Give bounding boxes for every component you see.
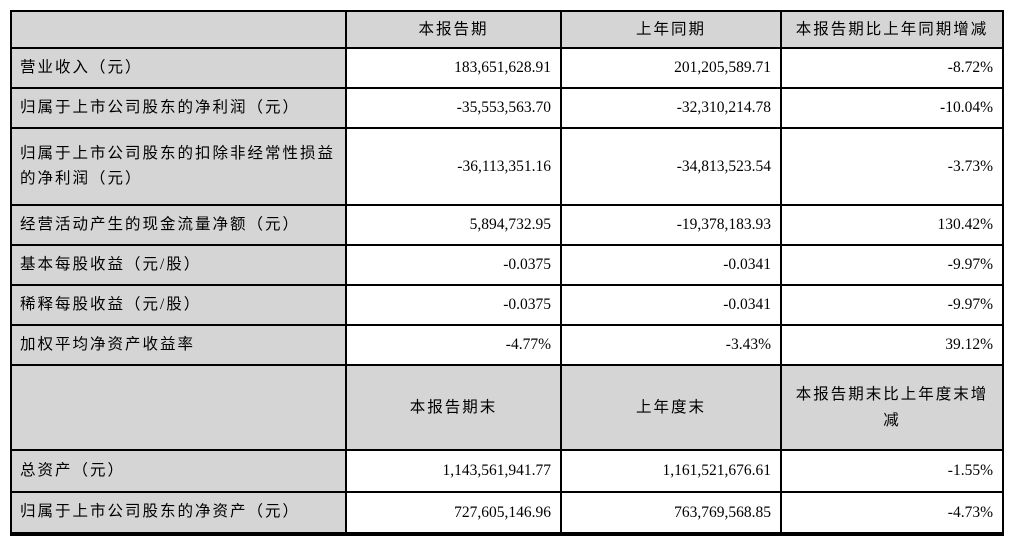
value-current: 183,651,628.91 xyxy=(345,47,562,89)
value-change: -1.55% xyxy=(780,449,1004,493)
table-row: 归属于上市公司股东的净资产（元） 727,605,146.96 763,769,… xyxy=(10,491,1004,535)
header-current-period: 本报告期 xyxy=(345,10,562,49)
value-change: -9.97% xyxy=(780,284,1004,326)
value-prior: 201,205,589.71 xyxy=(560,47,782,89)
value-change: -4.73% xyxy=(780,491,1004,535)
table-row: 归属于上市公司股东的扣除非经常性损益的净利润（元） -36,113,351.16… xyxy=(10,127,1004,206)
value-current: 5,894,732.95 xyxy=(345,204,562,246)
row-label: 加权平均净资产收益率 xyxy=(10,324,347,366)
value-prior: 1,161,521,676.61 xyxy=(560,449,782,493)
value-prior: 763,769,568.85 xyxy=(560,491,782,535)
value-current: -0.0375 xyxy=(345,284,562,326)
value-current: -35,553,563.70 xyxy=(345,87,562,129)
table-row: 归属于上市公司股东的净利润（元） -35,553,563.70 -32,310,… xyxy=(10,87,1004,129)
table-row: 基本每股收益（元/股） -0.0375 -0.0341 -9.97% xyxy=(10,244,1004,286)
value-prior: -0.0341 xyxy=(560,284,782,326)
value-change: -3.73% xyxy=(780,127,1004,206)
financial-summary-table: 本报告期 上年同期 本报告期比上年同期增减 营业收入（元） 183,651,62… xyxy=(10,10,1004,536)
header-prior-period: 上年同期 xyxy=(560,10,782,49)
value-change: -9.97% xyxy=(780,244,1004,286)
table-row: 稀释每股收益（元/股） -0.0375 -0.0341 -9.97% xyxy=(10,284,1004,326)
table-row: 经营活动产生的现金流量净额（元） 5,894,732.95 -19,378,18… xyxy=(10,204,1004,246)
value-current: -0.0375 xyxy=(345,244,562,286)
row-label: 归属于上市公司股东的净资产（元） xyxy=(10,491,347,535)
table-row: 营业收入（元） 183,651,628.91 201,205,589.71 -8… xyxy=(10,47,1004,89)
value-prior: -0.0341 xyxy=(560,244,782,286)
value-current: -4.77% xyxy=(345,324,562,366)
corner-cell xyxy=(10,10,347,49)
corner-cell xyxy=(10,364,347,451)
value-prior: -19,378,183.93 xyxy=(560,204,782,246)
header-change-period-end: 本报告期末比上年度末增减 xyxy=(780,364,1004,451)
table-row: 总资产（元） 1,143,561,941.77 1,161,521,676.61… xyxy=(10,449,1004,493)
value-prior: -3.43% xyxy=(560,324,782,366)
section1-header-row: 本报告期 上年同期 本报告期比上年同期增减 xyxy=(10,10,1004,49)
row-label: 总资产（元） xyxy=(10,449,347,493)
header-prior-year-end: 上年度末 xyxy=(560,364,782,451)
row-label: 归属于上市公司股东的扣除非经常性损益的净利润（元） xyxy=(10,127,347,206)
row-label: 基本每股收益（元/股） xyxy=(10,244,347,286)
value-prior: -32,310,214.78 xyxy=(560,87,782,129)
value-change: -8.72% xyxy=(780,47,1004,89)
row-label: 营业收入（元） xyxy=(10,47,347,89)
value-prior: -34,813,523.54 xyxy=(560,127,782,206)
value-change: 39.12% xyxy=(780,324,1004,366)
header-current-period-end: 本报告期末 xyxy=(345,364,562,451)
header-change: 本报告期比上年同期增减 xyxy=(780,10,1004,49)
row-label: 经营活动产生的现金流量净额（元） xyxy=(10,204,347,246)
value-change: 130.42% xyxy=(780,204,1004,246)
row-label: 稀释每股收益（元/股） xyxy=(10,284,347,326)
table-row: 加权平均净资产收益率 -4.77% -3.43% 39.12% xyxy=(10,324,1004,366)
row-label: 归属于上市公司股东的净利润（元） xyxy=(10,87,347,129)
value-current: 727,605,146.96 xyxy=(345,491,562,535)
value-current: 1,143,561,941.77 xyxy=(345,449,562,493)
section2-header-row: 本报告期末 上年度末 本报告期末比上年度末增减 xyxy=(10,364,1004,451)
value-change: -10.04% xyxy=(780,87,1004,129)
value-current: -36,113,351.16 xyxy=(345,127,562,206)
